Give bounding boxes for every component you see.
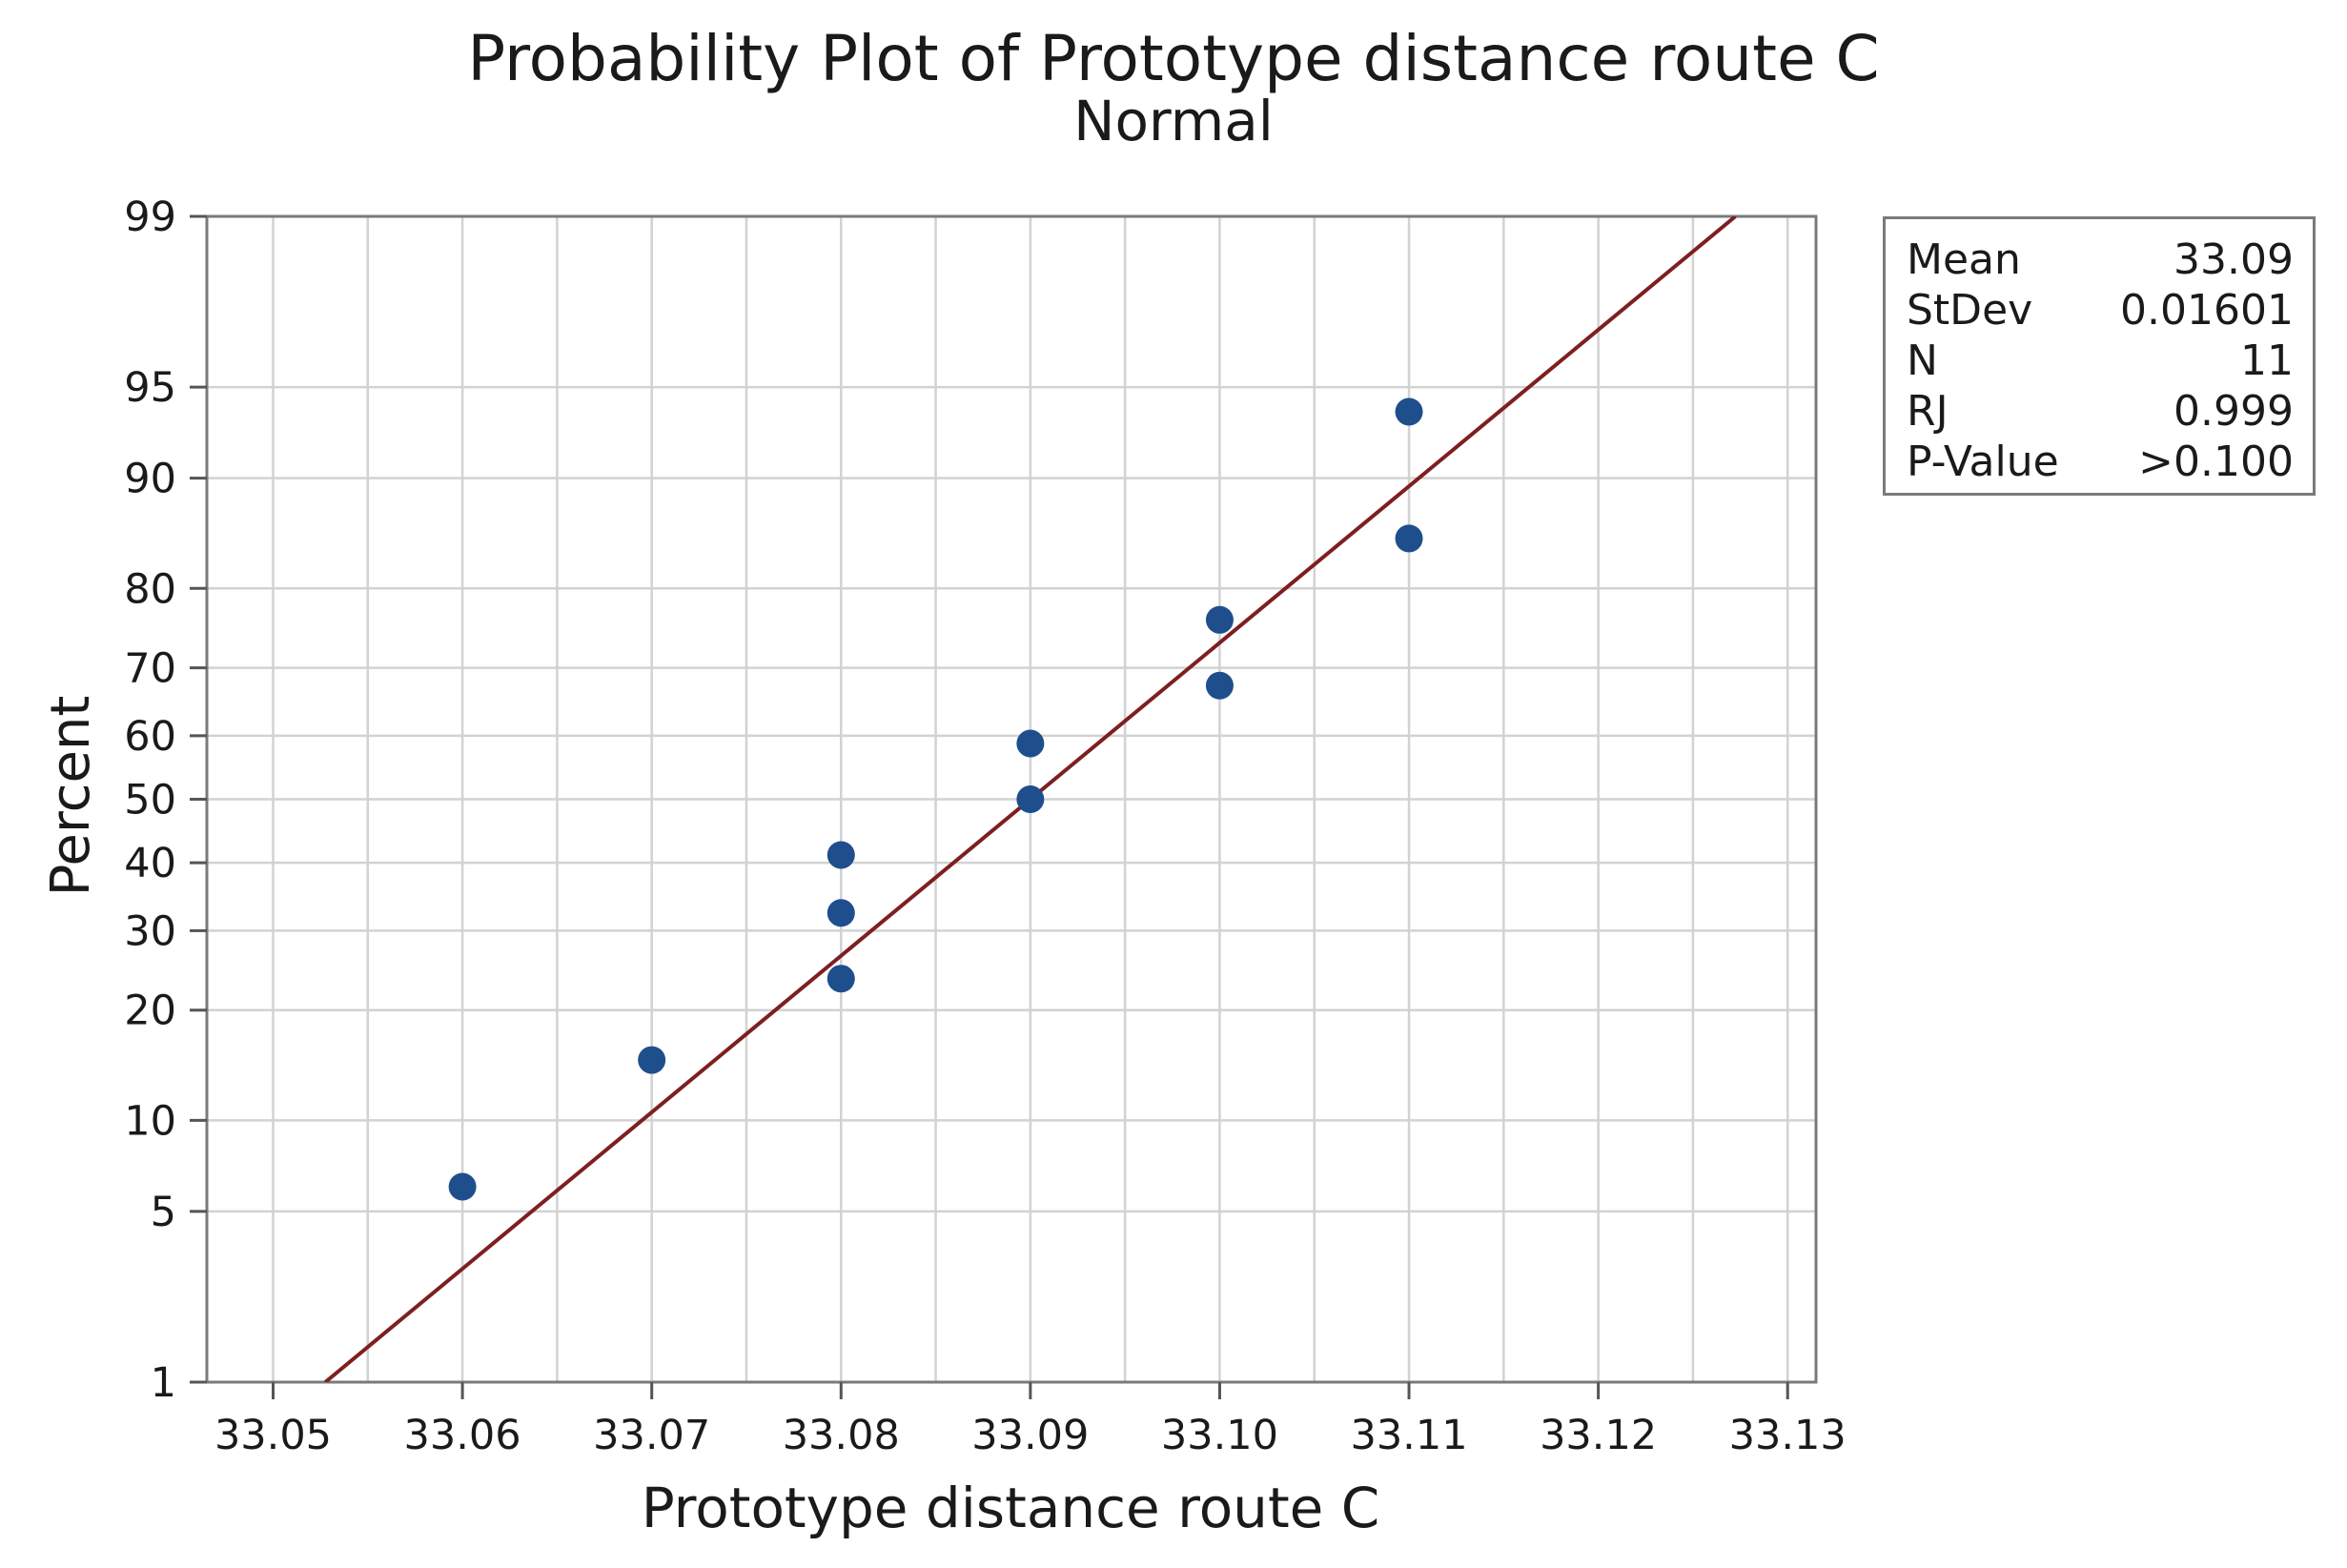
- x-tick-label: 33.12: [1540, 1412, 1657, 1459]
- stat-label: P-Value: [1907, 438, 2059, 486]
- data-point: [1205, 671, 1234, 700]
- stat-row-rj: RJ 0.999: [1907, 386, 2294, 437]
- stat-value: 0.999: [2174, 387, 2294, 436]
- chart-subtitle: Normal: [1073, 89, 1274, 153]
- stat-row-n: N 11: [1907, 336, 2294, 386]
- x-tick-label: 33.09: [971, 1412, 1089, 1459]
- stat-value: >0.100: [2138, 438, 2294, 486]
- stat-label: RJ: [1907, 387, 1949, 436]
- stat-value: 33.09: [2174, 235, 2294, 284]
- y-tick-label: 70: [124, 645, 176, 693]
- y-tick-label: 80: [124, 565, 176, 613]
- x-tick-label: 33.05: [214, 1412, 332, 1459]
- data-point: [1016, 729, 1045, 758]
- stat-label: StDev: [1907, 286, 2033, 335]
- chart-title: Probability Plot of Prototype distance r…: [467, 22, 1880, 95]
- x-axis-label: Prototype distance route C: [641, 1476, 1380, 1540]
- stat-value: 0.01601: [2120, 286, 2294, 335]
- stats-legend-box: Mean 33.09 StDev 0.01601 N 11 RJ 0.999 P…: [1883, 216, 2316, 496]
- y-axis-label: Percent: [40, 695, 102, 897]
- data-point: [827, 965, 855, 993]
- x-tick-label: 33.13: [1729, 1412, 1847, 1459]
- x-tick-label: 33.11: [1350, 1412, 1467, 1459]
- y-tick-label: 30: [124, 907, 176, 955]
- x-tick-label: 33.07: [593, 1412, 710, 1459]
- x-tick-label: 33.08: [783, 1412, 900, 1459]
- data-point: [448, 1172, 477, 1201]
- x-tick-label: 33.06: [404, 1412, 521, 1459]
- data-point: [1395, 524, 1423, 553]
- stat-row-stdev: StDev 0.01601: [1907, 285, 2294, 336]
- data-point: [827, 841, 855, 869]
- stat-row-mean: Mean 33.09: [1907, 234, 2294, 285]
- y-tick-label: 60: [124, 713, 176, 761]
- y-tick-label: 1: [151, 1359, 176, 1407]
- y-tick-label: 5: [151, 1189, 176, 1236]
- y-tick-label: 50: [124, 777, 176, 825]
- data-point: [1395, 397, 1423, 426]
- y-tick-label: 90: [124, 456, 176, 503]
- y-tick-label: 20: [124, 988, 176, 1035]
- y-tick-label: 99: [124, 193, 176, 241]
- y-tick-label: 40: [124, 840, 176, 887]
- data-point: [827, 899, 855, 927]
- stat-label: Mean: [1907, 235, 2021, 284]
- x-tick-label: 33.10: [1161, 1412, 1278, 1459]
- data-point: [638, 1046, 666, 1074]
- stat-label: N: [1907, 336, 1938, 385]
- stat-row-p-value: P-Value >0.100: [1907, 437, 2294, 487]
- data-point: [1016, 785, 1045, 813]
- stat-value: 11: [2240, 336, 2294, 385]
- y-tick-label: 10: [124, 1097, 176, 1145]
- data-point: [1205, 605, 1234, 634]
- y-tick-label: 95: [124, 364, 176, 412]
